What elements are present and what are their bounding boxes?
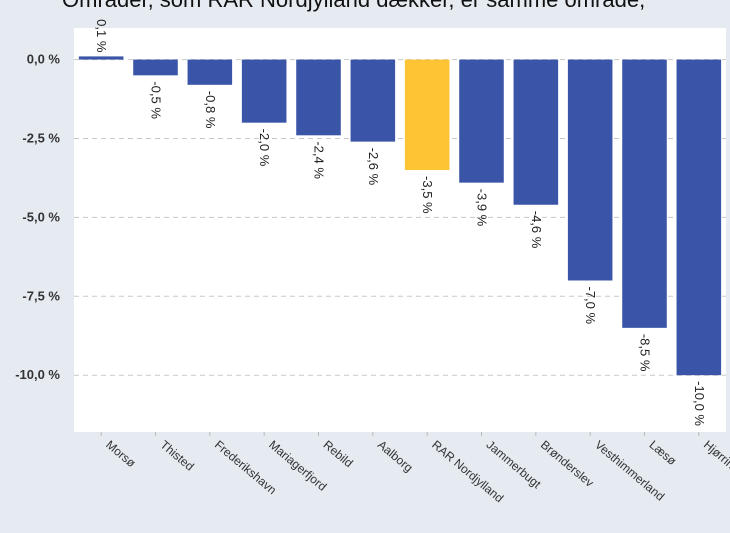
bar (78, 56, 124, 60)
x-tick-label: Rebild (321, 438, 356, 471)
x-tick-label: Læsø (647, 438, 680, 469)
x-tick-label: Hjørring (701, 438, 730, 476)
y-tick-label: -10,0 % (15, 367, 60, 382)
data-label: 0,1 % (94, 19, 109, 53)
y-tick-label: -5,0 % (22, 209, 60, 224)
bar (622, 59, 667, 328)
bar (296, 59, 341, 136)
data-label: -3,9 % (475, 189, 490, 227)
data-label: -4,6 % (529, 211, 544, 249)
plot-area (74, 28, 726, 432)
bar (676, 59, 722, 376)
y-tick-label: -7,5 % (22, 288, 60, 303)
bar (459, 59, 504, 183)
bar (567, 59, 613, 281)
bar (187, 59, 233, 85)
bar (241, 59, 287, 123)
y-tick-label: 0,0 % (27, 52, 61, 67)
data-label: -2,4 % (312, 141, 327, 179)
top-caption: Områder, som RAR Nordjylland dækker, er … (62, 0, 645, 13)
bar (350, 59, 396, 142)
data-label: -7,0 % (583, 287, 598, 325)
x-tick-label: Brønderslev (538, 438, 597, 490)
x-tick-label: Aalborg (375, 438, 416, 475)
data-label: -10,0 % (692, 381, 707, 426)
x-tick-label: Morsø (103, 438, 139, 471)
data-label: -8,5 % (638, 334, 653, 372)
bar (513, 59, 559, 205)
data-label: -2,0 % (257, 129, 272, 167)
bar (404, 59, 450, 171)
bar (133, 59, 178, 76)
data-label: -3,5 % (420, 176, 435, 214)
y-tick-label: -2,5 % (22, 130, 60, 145)
x-tick-label: Thisted (158, 438, 197, 474)
data-label: -0,8 % (203, 91, 218, 129)
data-label: -0,5 % (149, 81, 164, 119)
data-label: -2,6 % (366, 148, 381, 186)
